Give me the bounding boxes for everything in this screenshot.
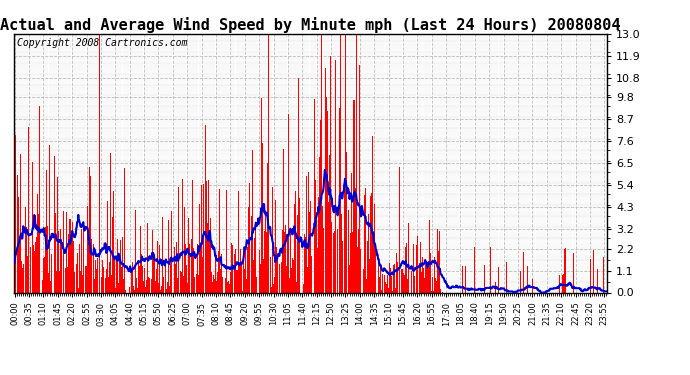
Title: Actual and Average Wind Speed by Minute mph (Last 24 Hours) 20080804: Actual and Average Wind Speed by Minute … [0,16,621,33]
Text: Copyright 2008 Cartronics.com: Copyright 2008 Cartronics.com [17,38,187,48]
